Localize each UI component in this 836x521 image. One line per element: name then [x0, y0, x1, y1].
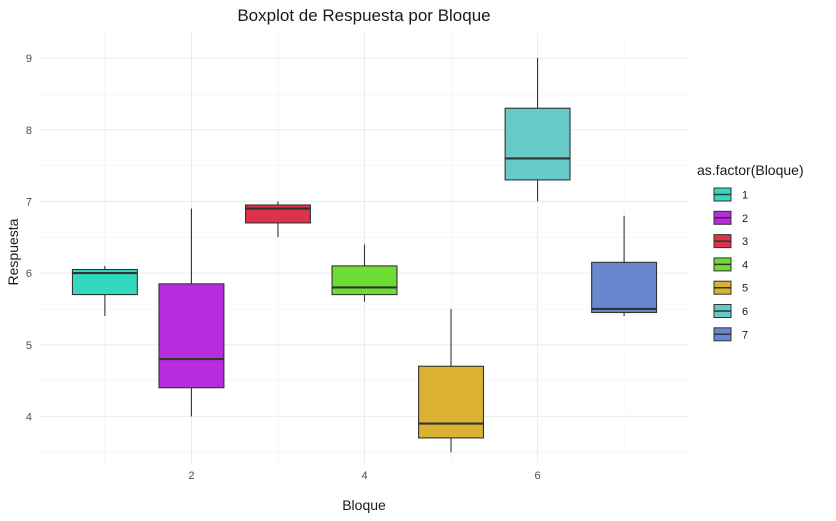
box-series [71, 58, 658, 453]
legend-label: 7 [742, 329, 748, 341]
y-tick-label: 8 [26, 125, 32, 137]
legend-item-5: 5 [713, 280, 748, 295]
chart-title: Boxplot de Respuesta por Bloque [237, 6, 490, 25]
legend-item-4: 4 [713, 257, 748, 272]
box-6 [504, 107, 571, 181]
box-5 [418, 365, 485, 439]
box-4 [331, 265, 398, 296]
y-tick-label: 4 [26, 411, 32, 423]
x-tick-label: 4 [361, 470, 367, 482]
legend-label: 5 [742, 283, 748, 295]
box-group-6 [504, 58, 571, 202]
box-group-1 [71, 265, 138, 317]
legend-item-7: 7 [713, 327, 748, 342]
legend-label: 3 [742, 236, 748, 248]
legend-label: 2 [742, 213, 748, 225]
box-group-2 [158, 208, 225, 417]
legend-title: as.factor(Bloque) [697, 162, 804, 178]
box-group-5 [418, 308, 485, 453]
legend-item-2: 2 [713, 210, 748, 225]
box-group-7 [591, 215, 658, 317]
legend-item-3: 3 [713, 234, 748, 249]
box-7 [591, 261, 658, 314]
box-group-4 [331, 244, 398, 302]
legend-label: 1 [742, 190, 748, 202]
x-axis-ticks: 2 4 6 [188, 470, 540, 482]
box-2 [158, 283, 225, 389]
legend-item-1: 1 [713, 187, 748, 202]
x-tick-label: 6 [535, 470, 541, 482]
legend-item-6: 6 [713, 304, 748, 318]
box-group-3 [244, 201, 311, 238]
y-axis-title: Respuesta [5, 218, 21, 285]
y-tick-label: 6 [26, 268, 32, 280]
legend-label: 4 [742, 259, 748, 271]
y-tick-label: 9 [26, 53, 32, 65]
x-axis-title: Bloque [342, 497, 386, 513]
y-tick-label: 5 [26, 340, 32, 352]
legend-label: 6 [742, 306, 748, 318]
legend: as.factor(Bloque) 1 2 3 4 5 6 7 [697, 162, 804, 342]
y-tick-label: 7 [26, 196, 32, 208]
x-tick-label: 2 [188, 470, 194, 482]
y-axis-ticks: 4 5 6 7 8 9 [26, 53, 32, 423]
